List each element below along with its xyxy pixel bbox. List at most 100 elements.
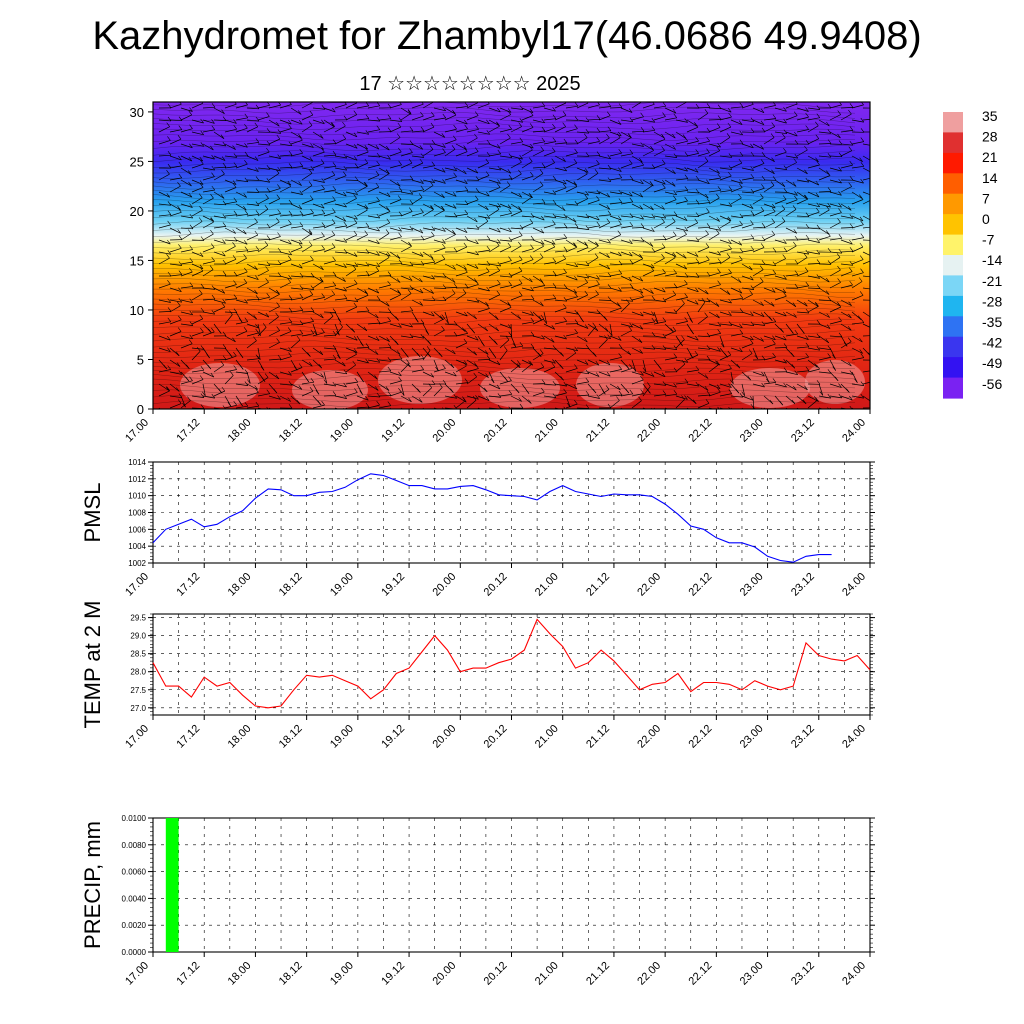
wind-barb-flag [750,210,755,215]
contour-line [153,133,856,141]
wind-barb-flag [353,279,358,284]
wind-barb [532,215,545,221]
wind-barb [389,323,402,328]
wind-barb [752,269,764,277]
wind-barb-flag [351,328,355,333]
wind-barb-flag [199,375,204,380]
wind-barb [202,119,215,124]
wind-barb [389,227,402,232]
x-tick-label: 18.12 [277,723,305,751]
wind-barb [466,115,479,121]
wind-barb [312,263,324,271]
wind-barb-flag [166,254,170,259]
wind-barb-flag [872,237,875,241]
wind-barb-flag [838,383,842,388]
wind-barb-flag [551,240,556,245]
wind-barb-flag [607,126,612,131]
wind-barb [565,287,577,294]
wind-barb [180,203,193,208]
wind-barb-flag [627,350,632,356]
wind-barb-flag [496,360,501,365]
wind-barb-flag [738,158,743,164]
wind-barb [818,119,830,127]
wind-barb-flag [320,313,324,319]
wind-barb-flag [376,251,380,256]
wind-barb-flag [276,302,280,307]
wind-barb [499,212,512,217]
wind-barb [257,377,269,385]
x-tick-label: 23.12 [789,417,817,445]
wind-barb [180,335,193,340]
wind-barb [807,117,820,121]
wind-barb-flag [716,360,721,366]
wind-barb-flag [385,386,390,391]
wind-barb-flag [430,205,434,210]
wind-barb [774,323,784,333]
wind-barb [697,140,710,145]
wind-barb [202,260,215,265]
wind-barb-flag [453,172,457,177]
wind-barb [466,359,478,367]
wind-barb-flag [398,211,403,216]
wind-barb [631,335,643,343]
wind-barb-flag [507,169,512,174]
wind-barb [301,227,313,236]
wind-barb [422,115,435,121]
wind-barb [620,153,633,157]
x-tick-label: 18.00 [226,571,254,599]
wind-barb-flag [178,370,183,375]
wind-barb-flag [605,385,610,390]
wind-barb [169,319,182,325]
wind-barb-flag [706,179,710,184]
wind-barb [301,245,313,253]
wind-barb [400,245,412,253]
wind-barb-flag [741,391,745,396]
wind-barb [169,299,182,303]
wind-barb-flag [439,383,443,388]
wind-barb-flag [233,210,238,215]
wind-barb [169,263,182,266]
wind-barb-flag [243,193,247,198]
x-tick-label: 17.00 [123,417,151,445]
wind-barb-flag [475,395,479,400]
wind-barb-flag [496,144,501,149]
wind-barb [367,155,381,158]
wind-barb [642,103,655,109]
wind-barb [653,347,666,350]
wind-barb-flag [299,306,304,311]
wind-barb-flag [376,239,380,244]
wind-barb-flag [266,165,271,170]
wind-barb-flag [694,300,699,305]
wind-barb [279,119,292,125]
wind-barb [312,226,325,229]
wind-barb-flag [794,195,798,200]
wind-barb-flag [239,353,244,358]
wind-barb [807,155,819,163]
wind-barb [708,233,720,241]
wind-barb-flag [288,141,293,146]
wind-barb [158,224,171,229]
wind-barb [642,179,654,187]
contour-line [153,182,856,190]
wind-barb [367,335,380,341]
wind-barb [433,239,446,244]
wind-barb [587,245,599,253]
wind-barb-flag [772,335,776,340]
wind-barb-flag [706,345,711,350]
wind-barb-flag [375,336,380,341]
wind-barb-flag [217,329,222,334]
wind-barb [235,179,248,183]
wind-barb [587,407,589,409]
wind-barb [818,357,831,361]
wind-barb-flag [573,289,578,294]
wind-barb-flag [716,217,720,222]
wind-barb-flag [629,221,634,227]
wind-barb-flag [320,373,324,378]
wind-barb [455,167,467,175]
wind-barb-flag [539,253,544,258]
wind-barb [862,167,870,173]
y-tick-label: 0.0040 [122,894,147,903]
wind-barb-flag [859,337,863,343]
wind-barb-flag [254,156,259,161]
wind-barb [246,107,260,110]
